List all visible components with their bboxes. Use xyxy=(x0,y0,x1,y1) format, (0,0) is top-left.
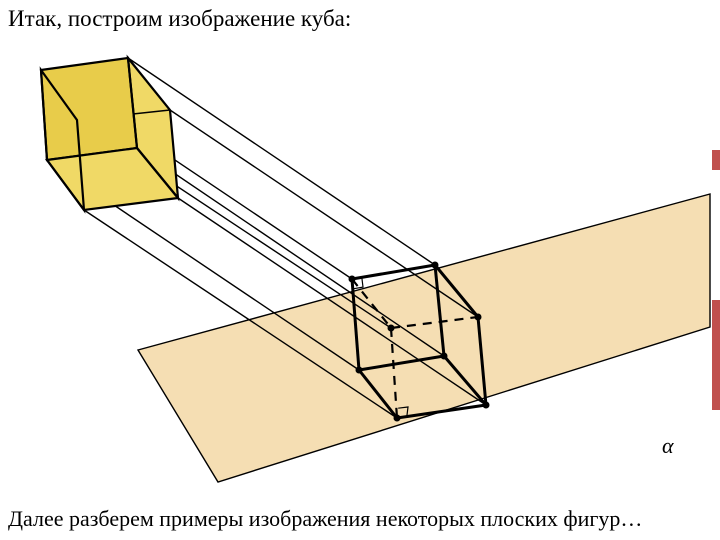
accent-bar xyxy=(712,300,720,410)
accent-bar xyxy=(712,150,720,170)
svg-text:α: α xyxy=(662,433,674,458)
cube-projection-diagram: α xyxy=(0,0,720,540)
footer-text: Далее разберем примеры изображения некот… xyxy=(8,506,642,532)
